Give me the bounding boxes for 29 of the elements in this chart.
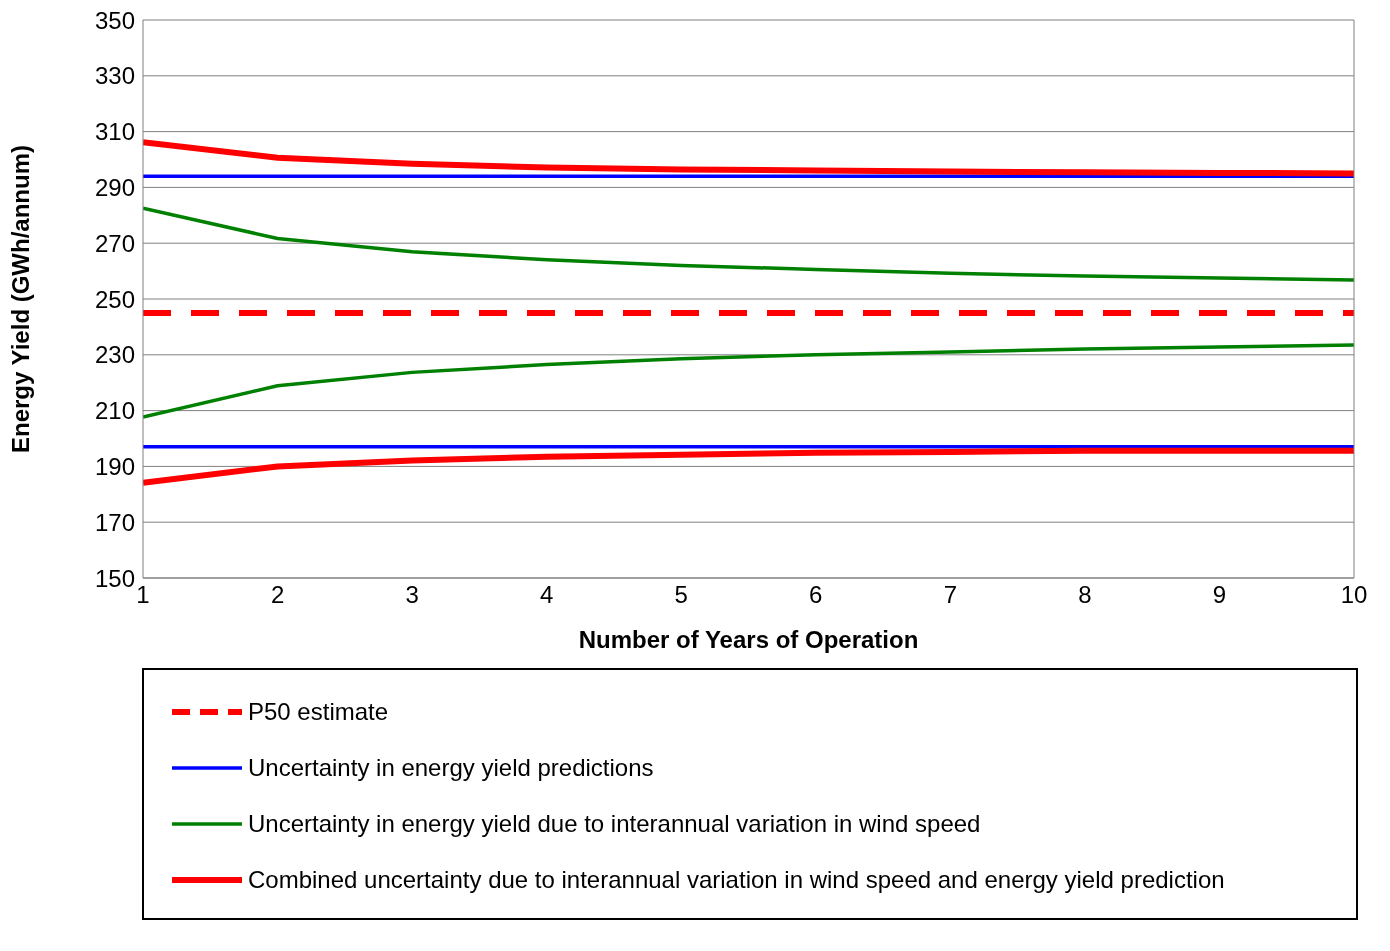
y-tick-label: 230 (94, 341, 135, 369)
y-tick-label: 250 (94, 285, 135, 313)
y-tick-label: 210 (94, 397, 135, 425)
x-tick-label: 4 (539, 581, 554, 609)
x-tick-label: 5 (674, 581, 688, 609)
x-tick-label: 2 (270, 581, 285, 609)
legend-label: P50 estimate (248, 698, 389, 726)
x-tick-label: 10 (1340, 581, 1368, 609)
y-tick-label: 190 (94, 452, 135, 480)
x-tick-label: 1 (136, 581, 150, 609)
line-series (143, 343, 1354, 419)
y-tick-label: 310 (94, 118, 135, 146)
y-tick-label: 330 (94, 62, 135, 90)
y-tick-label: 350 (94, 6, 135, 34)
y-tick-label: 150 (94, 564, 135, 592)
x-tick-label: 3 (405, 581, 419, 609)
x-tick-label: 6 (809, 581, 823, 609)
line-series (143, 206, 1354, 282)
y-tick-label: 170 (94, 508, 135, 536)
x-tick-label: 9 (1212, 581, 1227, 609)
legend-label: Uncertainty in energy yield predictions (248, 754, 654, 782)
x-tick-label: 8 (1078, 581, 1092, 609)
y-tick-label: 290 (94, 173, 135, 201)
legend-label: Combined uncertainty due to interannual variation in wind speed and energy yield prediction (248, 866, 1225, 894)
y-tick-label: 270 (94, 229, 135, 257)
x-tick-label: 7 (943, 581, 958, 609)
x-axis-title: Number of Years of Operation (578, 626, 919, 653)
y-axis-title: Energy Yield (GWh/annum) (6, 144, 34, 454)
legend-label: Uncertainty in energy yield due to interannual variation in wind speed (248, 810, 981, 838)
